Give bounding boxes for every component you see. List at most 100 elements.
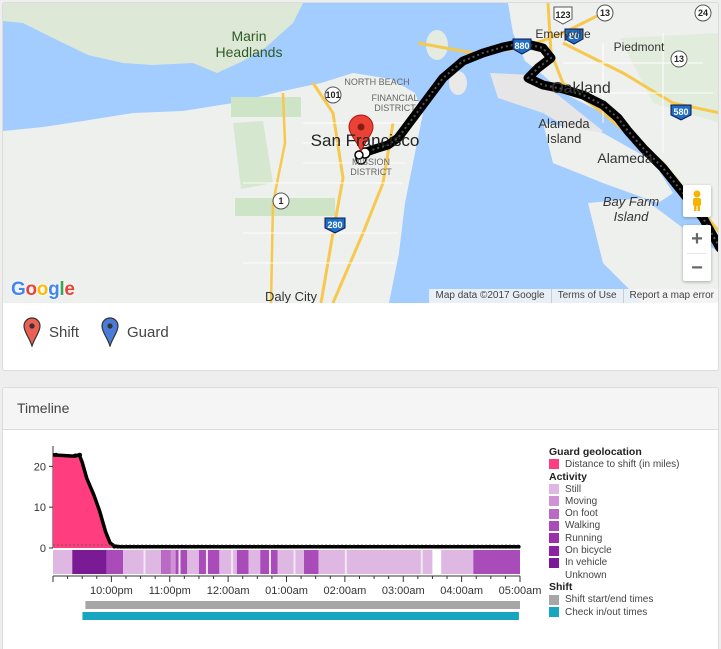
geolocation-point [179, 544, 184, 549]
geolocation-point [234, 544, 239, 549]
geolocation-point [510, 544, 515, 549]
geolocation-point [189, 544, 194, 549]
svg-text:MISSION: MISSION [352, 157, 390, 167]
legend-label: On bicycle [565, 545, 612, 557]
highway-280 [331, 122, 395, 303]
geolocation-point [112, 544, 117, 549]
geolocation-point [199, 544, 203, 549]
activity-gap [420, 550, 423, 574]
shift-location-pin[interactable] [348, 114, 374, 153]
geolocation-point [330, 544, 335, 549]
map-canvas[interactable]: 123 13 24 101 1 280 880 580 80 13 Marin … [3, 3, 719, 303]
geolocation-point [327, 544, 332, 549]
geolocation-point [423, 544, 428, 549]
street-view-pegman-button[interactable] [683, 185, 711, 217]
geolocation-point [378, 544, 383, 549]
presidio-park [231, 97, 301, 117]
geolocation-point [163, 544, 168, 549]
activity-segment [441, 550, 474, 574]
geolocation-point [446, 544, 450, 549]
map-view[interactable]: 123 13 24 101 1 280 880 580 80 13 Marin … [3, 3, 719, 303]
timeline-chart: 0 10 20 10:00pm 11:00pm 12:00am 01:00am 02:00am… [34, 446, 541, 620]
x-tick-label: 12:00am [207, 585, 250, 597]
activity-segment [160, 550, 171, 574]
svg-text:DISTRICT: DISTRICT [374, 103, 416, 113]
legend-entry: Shift start/end times [549, 594, 679, 606]
highway-1 [269, 92, 287, 303]
svg-text:280: 280 [327, 220, 342, 230]
geolocation-point [202, 544, 206, 549]
timeline-card: Timeline 0 10 20 10:00pm 11:00pm 12:00am 01:00… [2, 387, 719, 649]
geolocation-point [53, 452, 59, 458]
geolocation-point [269, 544, 274, 549]
geolocation-point [231, 544, 235, 549]
geolocation-point [298, 544, 303, 549]
geolocation-point [388, 544, 393, 549]
legend-heading: Shift [549, 581, 573, 594]
x-tick-label: 02:00am [323, 585, 366, 597]
timeline-legend: Guard geolocation Distance to shift (in m… [549, 446, 679, 618]
geolocation-point [273, 544, 277, 549]
highway-101 [311, 82, 345, 303]
legend-swatch [549, 520, 559, 531]
geolocation-point [215, 544, 219, 549]
geolocation-point [72, 453, 78, 458]
legend-label: Check in/out times [565, 606, 648, 618]
geolocation-point [305, 544, 309, 549]
zoom-out-button[interactable]: − [691, 256, 703, 279]
x-tick-label: 03:00am [382, 585, 425, 597]
geolocation-point [481, 544, 486, 549]
geolocation-point [134, 544, 139, 549]
timeline-title: Timeline [17, 400, 70, 416]
map-attribution: Map data ©2017 Google Terms of Use Repor… [429, 289, 718, 303]
legend-heading: Guard geolocation [549, 446, 642, 458]
marin-land [3, 3, 303, 73]
geolocation-point [517, 544, 521, 549]
geolocation-point [157, 544, 162, 549]
activity-segment [304, 550, 319, 574]
geolocation-point [478, 544, 483, 549]
svg-text:80: 80 [569, 31, 579, 41]
geolocation-point [218, 544, 223, 549]
zoom-in-button[interactable]: + [691, 227, 703, 250]
geolocation-point [279, 544, 284, 549]
legend-entry: Moving [549, 495, 679, 507]
y-tick-label: 20 [34, 461, 46, 473]
geolocation-point [414, 544, 418, 549]
geolocation-point [183, 544, 187, 549]
geolocation-point [472, 544, 476, 549]
geolocation-point [427, 544, 431, 549]
oakland-hills [620, 33, 718, 123]
report-map-error-link[interactable]: Report a map error [622, 289, 718, 303]
geolocation-point [468, 544, 473, 549]
geolocation-point [224, 544, 229, 549]
geolocation-point [301, 544, 306, 549]
geolocation-point [420, 544, 425, 549]
geolocation-point [240, 544, 245, 549]
geolocation-point [382, 544, 386, 549]
geolocation-point [324, 544, 328, 549]
geolocation-point [263, 544, 267, 549]
legend-entry: In vehicle [549, 557, 679, 569]
geolocation-point [385, 544, 389, 549]
activity-gap [231, 550, 234, 574]
legend-swatch [549, 496, 559, 507]
activity-segment [106, 550, 124, 574]
terms-of-use-link[interactable]: Terms of Use [550, 289, 623, 303]
geolocation-point [128, 544, 133, 549]
legend-item-shift: Shift [23, 317, 79, 347]
geolocation-point [253, 544, 258, 549]
geolocation-point [205, 544, 210, 549]
activity-segment [175, 550, 188, 574]
geolocation-point [475, 544, 479, 549]
geolocation-point [343, 544, 348, 549]
geolocation-point [122, 544, 126, 549]
svg-text:Headlands: Headlands [216, 44, 283, 60]
svg-text:Island: Island [614, 209, 649, 224]
geolocation-point [311, 544, 316, 549]
legend-label: Unknown [565, 569, 607, 581]
legend-label: Still [565, 483, 582, 495]
activity-segment [318, 550, 433, 574]
geolocation-point [452, 544, 457, 549]
geolocation-point [77, 452, 83, 458]
